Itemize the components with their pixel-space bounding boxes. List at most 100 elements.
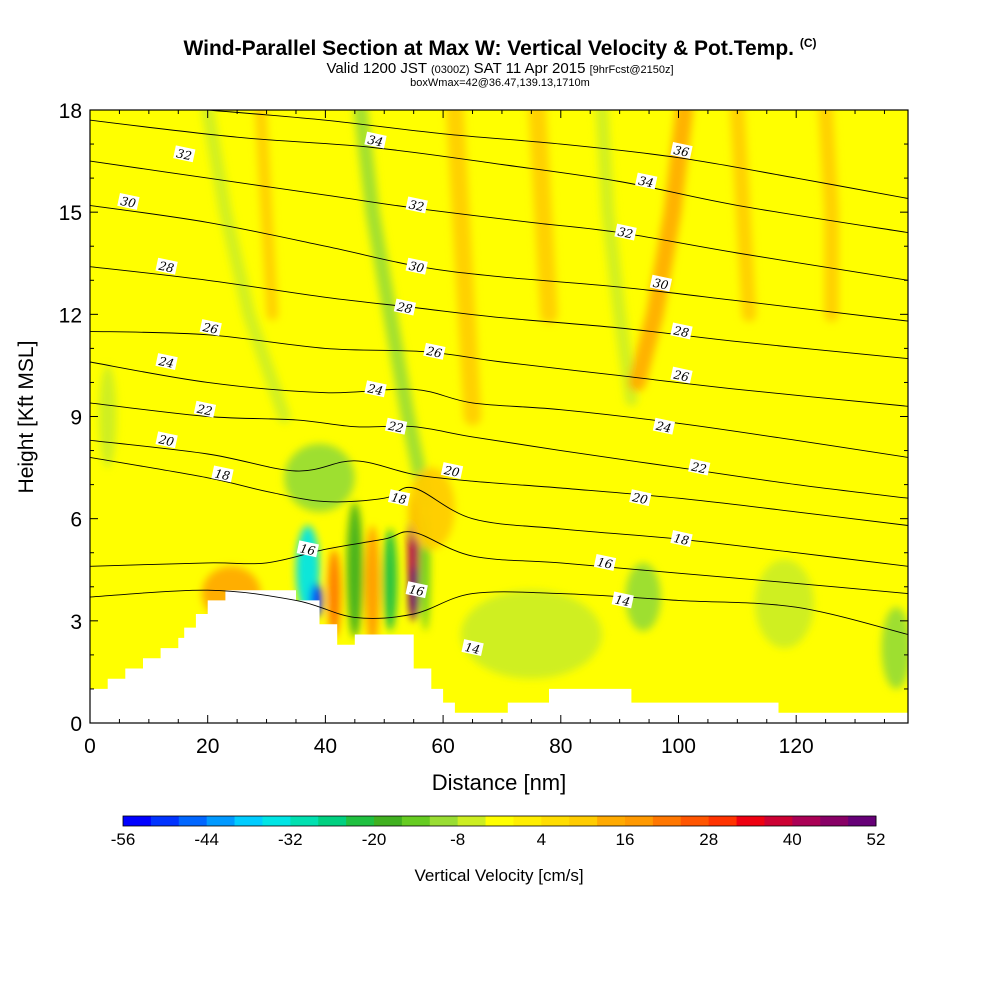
contour-label-text: 20 — [630, 490, 649, 507]
contour-label-bg — [211, 465, 234, 483]
contour-label-bg — [173, 145, 196, 163]
colorbar-tick-label: -56 — [111, 830, 136, 849]
contour-labels: 32 30 28 26 24 22 20 18 16 34 32 30 28 26 24 22 18 20 16 14… — [117, 131, 711, 657]
w-cell — [881, 607, 908, 689]
chart-title: Wind-Parallel Section at Max W: Vertical… — [183, 36, 817, 60]
contour-label-bg — [155, 353, 178, 370]
contour-label: 28 — [393, 298, 417, 316]
y-tick-label: 18 — [59, 100, 82, 123]
colorbar-swatch — [792, 816, 821, 826]
contour-label: 20 — [440, 462, 464, 480]
colorbar-swatch — [429, 816, 459, 826]
contour-label-bg — [440, 462, 464, 479]
colorbar-label: Vertical Velocity [cm/s] — [414, 866, 583, 885]
w-streak — [201, 110, 291, 423]
contour-label-bg — [384, 417, 408, 435]
contour-label-text: 24 — [365, 381, 384, 398]
colorbar-tick-label: -8 — [450, 830, 465, 849]
colorbar-swatch — [569, 816, 598, 826]
colorbar-tick-label: 28 — [699, 830, 718, 849]
contour-label-bg — [652, 417, 676, 435]
contour-label: 16 — [593, 553, 617, 572]
w-cell — [327, 549, 341, 638]
contour-label: 30 — [405, 257, 428, 276]
colorbar: -56 -44 -32 -20 -8 4 16 28 40 52 — [111, 815, 886, 849]
w-cell — [284, 443, 355, 512]
contour-label: 14 — [461, 639, 484, 657]
w-streak — [818, 110, 839, 322]
w-streak — [528, 110, 558, 324]
contour-label-text: 14 — [614, 592, 632, 609]
contour-label-bg — [670, 141, 693, 159]
potential-temperature-contours — [90, 110, 908, 635]
contour-label-text: 20 — [156, 432, 175, 449]
theta-contour-36 — [207, 110, 908, 199]
w-cell — [383, 528, 398, 632]
colorbar-tick-label: 40 — [783, 830, 802, 849]
contour-label-text: 22 — [195, 402, 214, 419]
colorbar-swatch — [764, 816, 793, 826]
contour-label: 18 — [211, 465, 234, 483]
contour-label-bg — [649, 274, 673, 292]
contour-label-bg — [629, 489, 652, 507]
contour-label-bg — [423, 342, 446, 360]
contour-label: 34 — [364, 131, 387, 150]
theta-contour-32 — [90, 160, 908, 281]
y-tick-label: 3 — [70, 611, 82, 634]
colorbar-swatch — [513, 816, 542, 826]
w-streak — [353, 110, 433, 509]
y-tick-label: 9 — [70, 407, 82, 430]
colorbar-swatch — [652, 816, 682, 826]
contour-label: 20 — [629, 489, 652, 507]
colorbar-swatch — [708, 816, 738, 826]
contour-label-text: 16 — [408, 582, 426, 599]
contour-label: 26 — [670, 366, 693, 385]
contour-label-bg — [155, 431, 178, 449]
theta-contour-16 — [90, 531, 908, 595]
contour-label-bg — [193, 400, 217, 418]
contour-label-text: 36 — [672, 143, 690, 160]
contour-label: 22 — [688, 458, 711, 477]
chart-subtitle: Valid 1200 JST (0300Z) SAT 11 Apr 2015 [… — [326, 60, 674, 77]
x-tick-label: 120 — [779, 735, 814, 758]
w-cell — [365, 525, 380, 649]
x-tick-label: 80 — [549, 735, 572, 758]
contour-label-bg — [405, 257, 428, 275]
contour-label-text: 22 — [689, 459, 708, 476]
theta-contour-30 — [90, 204, 908, 322]
contour-label: 14 — [611, 591, 634, 609]
colorbar-frame — [122, 815, 877, 827]
contour-label: 16 — [296, 540, 319, 558]
contour-label-bg — [364, 380, 387, 398]
contour-label-text: 26 — [201, 320, 220, 337]
contour-label-bg — [614, 223, 637, 241]
w-cell — [98, 365, 117, 468]
contour-label-bg — [405, 581, 428, 599]
contour-label-bg — [117, 192, 140, 210]
contour-label-bg — [296, 540, 319, 558]
contour-label-text: 18 — [672, 531, 690, 548]
contour-label-text: 22 — [386, 419, 405, 436]
contour-label-text: 16 — [596, 555, 614, 572]
x-axis-label: Distance [nm] — [432, 770, 567, 795]
contour-label-bg — [611, 591, 634, 609]
contour-label-text: 32 — [175, 146, 193, 163]
colorbar-swatch — [457, 816, 487, 826]
contour-label-text: 28 — [156, 259, 175, 276]
contour-label-text: 28 — [395, 299, 414, 316]
colorbar-swatch — [680, 816, 710, 826]
contour-label-text: 26 — [424, 344, 443, 361]
y-tick-label: 15 — [59, 202, 82, 225]
colorbar-swatch — [820, 816, 849, 826]
contour-label-bg — [670, 530, 693, 548]
contour-label: 28 — [670, 322, 693, 340]
colorbar-swatch — [346, 816, 375, 826]
w-streak — [628, 110, 694, 392]
colorbar-swatch — [178, 816, 208, 826]
contour-label-bg — [155, 257, 178, 275]
colorbar-tick-label: -20 — [362, 830, 387, 849]
contour-label-text: 34 — [366, 133, 384, 150]
colorbar-tick-label: 52 — [867, 830, 886, 849]
theta-contour-24 — [90, 361, 908, 458]
